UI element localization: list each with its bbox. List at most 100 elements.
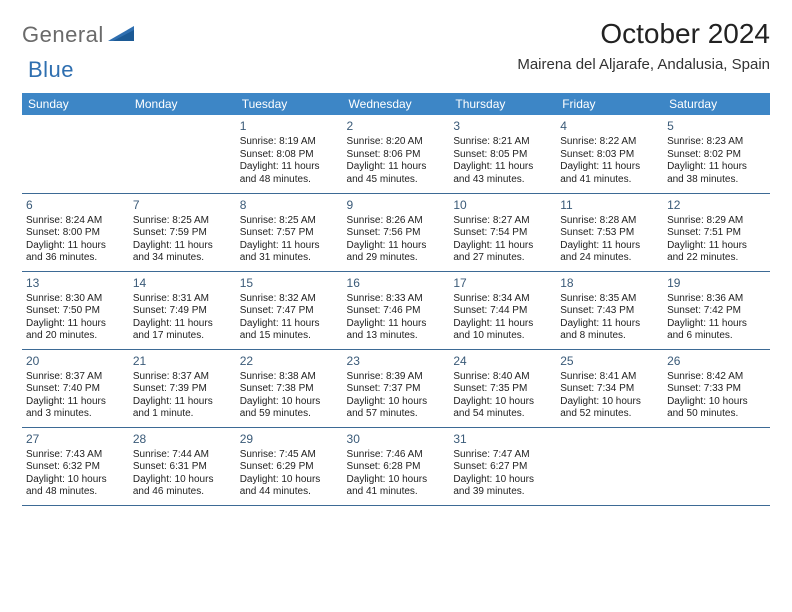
day-number: 31 [453,432,552,447]
daylight-text: and 57 minutes. [347,408,446,421]
sunset-text: Sunset: 7:40 PM [26,383,125,396]
daylight-text: and 27 minutes. [453,252,552,265]
calendar-cell [556,427,663,505]
day-number: 21 [133,354,232,369]
daylight-text: Daylight: 10 hours [453,396,552,409]
calendar-cell: 8Sunrise: 8:25 AMSunset: 7:57 PMDaylight… [236,193,343,271]
calendar-cell: 26Sunrise: 8:42 AMSunset: 7:33 PMDayligh… [663,349,770,427]
sunset-text: Sunset: 7:37 PM [347,383,446,396]
sunrise-text: Sunrise: 8:19 AM [240,136,339,149]
sunset-text: Sunset: 8:00 PM [26,227,125,240]
day-number: 2 [347,119,446,134]
daylight-text: and 13 minutes. [347,330,446,343]
daylight-text: Daylight: 10 hours [453,474,552,487]
daylight-text: and 59 minutes. [240,408,339,421]
calendar-cell: 28Sunrise: 7:44 AMSunset: 6:31 PMDayligh… [129,427,236,505]
sunset-text: Sunset: 6:32 PM [26,461,125,474]
daylight-text: Daylight: 10 hours [347,396,446,409]
day-number: 16 [347,276,446,291]
daylight-text: and 22 minutes. [667,252,766,265]
day-number: 5 [667,119,766,134]
sunrise-text: Sunrise: 8:21 AM [453,136,552,149]
sunrise-text: Sunrise: 7:45 AM [240,449,339,462]
sunrise-text: Sunrise: 8:40 AM [453,371,552,384]
sunset-text: Sunset: 7:35 PM [453,383,552,396]
day-number: 22 [240,354,339,369]
day-number: 1 [240,119,339,134]
day-number: 23 [347,354,446,369]
calendar-cell: 12Sunrise: 8:29 AMSunset: 7:51 PMDayligh… [663,193,770,271]
day-number: 25 [560,354,659,369]
calendar-cell: 21Sunrise: 8:37 AMSunset: 7:39 PMDayligh… [129,349,236,427]
daylight-text: Daylight: 11 hours [133,318,232,331]
brand-logo: General [22,22,138,48]
calendar-cell: 19Sunrise: 8:36 AMSunset: 7:42 PMDayligh… [663,271,770,349]
daylight-text: and 29 minutes. [347,252,446,265]
calendar-cell: 11Sunrise: 8:28 AMSunset: 7:53 PMDayligh… [556,193,663,271]
sunrise-text: Sunrise: 8:36 AM [667,293,766,306]
daylight-text: Daylight: 11 hours [347,318,446,331]
sunset-text: Sunset: 7:57 PM [240,227,339,240]
sunrise-text: Sunrise: 8:28 AM [560,215,659,228]
sunset-text: Sunset: 8:06 PM [347,149,446,162]
daylight-text: and 39 minutes. [453,486,552,499]
day-number: 14 [133,276,232,291]
day-number: 12 [667,198,766,213]
daylight-text: and 41 minutes. [347,486,446,499]
calendar-cell: 14Sunrise: 8:31 AMSunset: 7:49 PMDayligh… [129,271,236,349]
daylight-text: Daylight: 11 hours [26,396,125,409]
daylight-text: Daylight: 11 hours [240,318,339,331]
month-title: October 2024 [517,18,770,50]
daylight-text: Daylight: 11 hours [560,161,659,174]
sunset-text: Sunset: 8:05 PM [453,149,552,162]
daylight-text: Daylight: 10 hours [133,474,232,487]
daylight-text: Daylight: 11 hours [26,240,125,253]
calendar-cell: 23Sunrise: 8:39 AMSunset: 7:37 PMDayligh… [343,349,450,427]
calendar-cell: 13Sunrise: 8:30 AMSunset: 7:50 PMDayligh… [22,271,129,349]
sunrise-text: Sunrise: 8:41 AM [560,371,659,384]
daylight-text: and 31 minutes. [240,252,339,265]
calendar-cell: 16Sunrise: 8:33 AMSunset: 7:46 PMDayligh… [343,271,450,349]
sunset-text: Sunset: 7:46 PM [347,305,446,318]
calendar-cell: 6Sunrise: 8:24 AMSunset: 8:00 PMDaylight… [22,193,129,271]
sunrise-text: Sunrise: 8:38 AM [240,371,339,384]
calendar-cell: 25Sunrise: 8:41 AMSunset: 7:34 PMDayligh… [556,349,663,427]
daylight-text: Daylight: 11 hours [26,318,125,331]
daylight-text: Daylight: 11 hours [240,240,339,253]
daylight-text: and 52 minutes. [560,408,659,421]
day-number: 24 [453,354,552,369]
calendar-row: 20Sunrise: 8:37 AMSunset: 7:40 PMDayligh… [22,349,770,427]
weekday-col: Monday [129,93,236,115]
calendar-body: 1Sunrise: 8:19 AMSunset: 8:08 PMDaylight… [22,115,770,505]
weekday-header: Sunday Monday Tuesday Wednesday Thursday… [22,93,770,115]
daylight-text: Daylight: 10 hours [240,396,339,409]
daylight-text: Daylight: 11 hours [453,161,552,174]
day-number: 3 [453,119,552,134]
sunset-text: Sunset: 7:59 PM [133,227,232,240]
sunrise-text: Sunrise: 8:32 AM [240,293,339,306]
sunset-text: Sunset: 7:33 PM [667,383,766,396]
day-number: 18 [560,276,659,291]
sunset-text: Sunset: 7:44 PM [453,305,552,318]
daylight-text: and 15 minutes. [240,330,339,343]
sunset-text: Sunset: 7:51 PM [667,227,766,240]
sunset-text: Sunset: 7:56 PM [347,227,446,240]
sunrise-text: Sunrise: 8:23 AM [667,136,766,149]
daylight-text: and 34 minutes. [133,252,232,265]
day-number: 8 [240,198,339,213]
sunrise-text: Sunrise: 8:24 AM [26,215,125,228]
sunset-text: Sunset: 7:47 PM [240,305,339,318]
calendar-cell: 17Sunrise: 8:34 AMSunset: 7:44 PMDayligh… [449,271,556,349]
day-number: 10 [453,198,552,213]
daylight-text: and 48 minutes. [240,174,339,187]
daylight-text: Daylight: 10 hours [347,474,446,487]
daylight-text: and 54 minutes. [453,408,552,421]
daylight-text: and 45 minutes. [347,174,446,187]
sunrise-text: Sunrise: 8:27 AM [453,215,552,228]
daylight-text: and 20 minutes. [26,330,125,343]
daylight-text: Daylight: 10 hours [240,474,339,487]
sunset-text: Sunset: 7:34 PM [560,383,659,396]
sunrise-text: Sunrise: 8:42 AM [667,371,766,384]
daylight-text: and 8 minutes. [560,330,659,343]
calendar-cell: 1Sunrise: 8:19 AMSunset: 8:08 PMDaylight… [236,115,343,193]
